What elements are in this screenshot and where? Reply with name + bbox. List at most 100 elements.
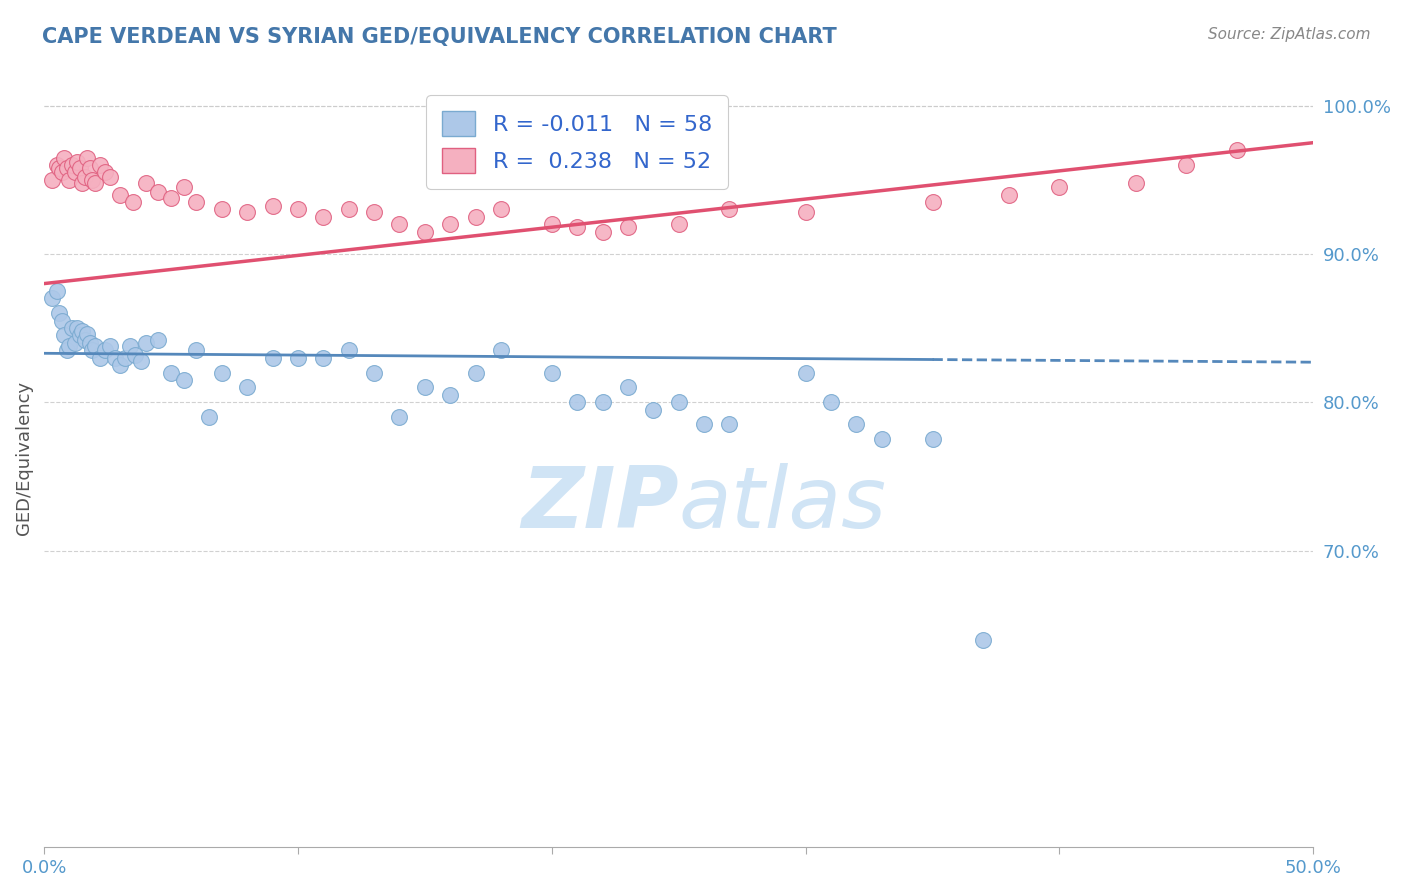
Point [66,155,89,169]
Point [63,335,86,350]
Point [363,205,385,219]
Point [110,358,132,372]
Point [211,202,233,217]
Point [668,395,690,409]
Point [56,161,79,175]
Point [262,199,284,213]
Point [60,158,83,172]
Point [565,220,588,235]
Point [287,351,309,365]
Point [124,348,146,362]
Point [540,366,562,380]
Text: ZIP: ZIP [522,463,679,546]
Point [135,335,157,350]
Point [94,343,117,358]
Point [160,190,183,204]
Point [114,351,136,365]
Point [104,351,127,365]
Point [718,417,741,432]
Point [464,210,486,224]
Point [148,333,170,347]
Point [89,158,111,172]
Point [312,210,335,224]
Point [997,187,1019,202]
Point [592,225,614,239]
Point [198,410,221,425]
Point [489,343,512,358]
Point [262,351,284,365]
Point [98,169,121,184]
Point [337,343,360,358]
Point [921,433,943,447]
Point [122,194,145,209]
Point [1175,158,1198,172]
Point [58,339,80,353]
Point [69,328,91,343]
Point [73,333,96,347]
Point [76,326,98,341]
Point [236,205,259,219]
Point [51,313,73,327]
Point [69,161,91,175]
Point [413,225,436,239]
Point [45,284,67,298]
Point [211,366,233,380]
Point [63,165,86,179]
Y-axis label: GED/Equivalency: GED/Equivalency [15,381,32,535]
Point [617,220,640,235]
Point [148,185,170,199]
Point [617,380,640,394]
Point [439,388,461,402]
Point [820,395,842,409]
Point [48,161,70,175]
Point [110,187,132,202]
Point [794,366,817,380]
Point [70,176,93,190]
Point [56,343,79,358]
Point [388,217,411,231]
Point [82,343,104,358]
Point [489,202,512,217]
Point [287,202,309,217]
Point [89,351,111,365]
Point [870,433,893,447]
Text: Source: ZipAtlas.com: Source: ZipAtlas.com [1208,27,1371,42]
Point [540,217,562,231]
Point [668,217,690,231]
Text: atlas: atlas [679,463,887,546]
Point [1226,143,1249,157]
Point [120,339,142,353]
Point [135,176,157,190]
Legend: R = -0.011   N = 58, R =  0.238   N = 52: R = -0.011 N = 58, R = 0.238 N = 52 [426,95,728,189]
Point [337,202,360,217]
Point [82,173,104,187]
Point [41,173,63,187]
Point [48,306,70,320]
Point [794,205,817,219]
Point [94,165,117,179]
Point [51,165,73,179]
Point [972,632,994,647]
Point [41,292,63,306]
Point [83,176,105,190]
Point [73,169,96,184]
Point [79,161,101,175]
Point [173,180,195,194]
Point [643,402,665,417]
Point [186,194,208,209]
Point [70,324,93,338]
Point [173,373,195,387]
Point [1049,180,1071,194]
Point [592,395,614,409]
Point [66,321,89,335]
Point [845,417,868,432]
Point [388,410,411,425]
Point [236,380,259,394]
Point [693,417,716,432]
Point [413,380,436,394]
Point [129,353,152,368]
Point [464,366,486,380]
Point [439,217,461,231]
Point [312,351,335,365]
Point [98,339,121,353]
